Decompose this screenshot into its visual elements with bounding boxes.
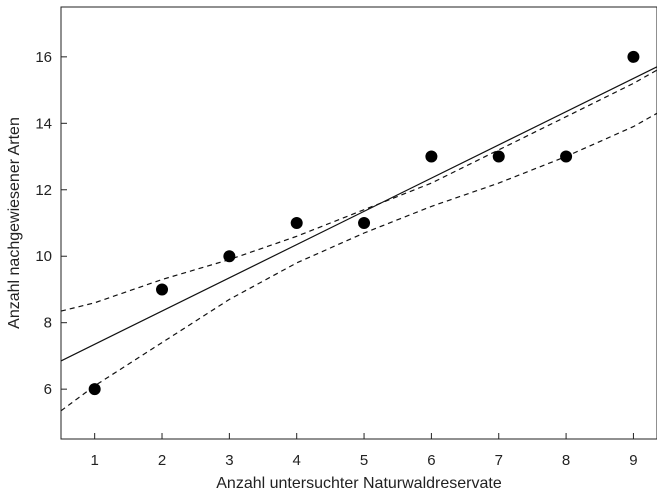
x-axis-ticks: 1 2 3 4 5 6 7 8 9 [91, 433, 638, 469]
data-point [223, 250, 236, 263]
x-axis-title: Anzahl untersuchter Naturwaldreservate [216, 475, 502, 492]
lower-confidence-band [60, 112, 657, 412]
x-tick-label: 5 [360, 452, 368, 469]
y-tick-label: 14 [35, 115, 52, 132]
y-tick-label: 6 [44, 381, 52, 398]
data-point [88, 383, 101, 396]
data-point [560, 150, 573, 163]
x-tick-label: 9 [629, 452, 637, 469]
data-point [627, 50, 640, 63]
x-tick-label: 7 [495, 452, 503, 469]
data-point [425, 150, 438, 163]
y-axis-title: Anzahl nachgewiesener Arten [6, 117, 23, 329]
data-point [290, 217, 303, 229]
data-points [88, 50, 640, 396]
x-tick-label: 3 [225, 452, 233, 469]
x-tick-label: 6 [427, 452, 435, 469]
data-point [156, 283, 169, 296]
y-tick-label: 10 [35, 248, 52, 265]
regression-line [60, 66, 657, 362]
x-tick-label: 1 [91, 452, 99, 469]
x-tick-label: 4 [293, 452, 301, 469]
x-tick-label: 2 [158, 452, 166, 469]
data-point [492, 150, 505, 163]
upper-confidence-band [60, 69, 657, 312]
y-tick-label: 12 [35, 182, 52, 199]
y-tick-label: 8 [44, 315, 52, 332]
y-axis-ticks: 6 8 10 12 14 16 [35, 49, 67, 398]
y-tick-label: 16 [35, 49, 52, 66]
x-tick-label: 8 [562, 452, 570, 469]
data-point [358, 217, 371, 229]
regression-line-group [60, 66, 657, 362]
confidence-bands [60, 69, 657, 412]
